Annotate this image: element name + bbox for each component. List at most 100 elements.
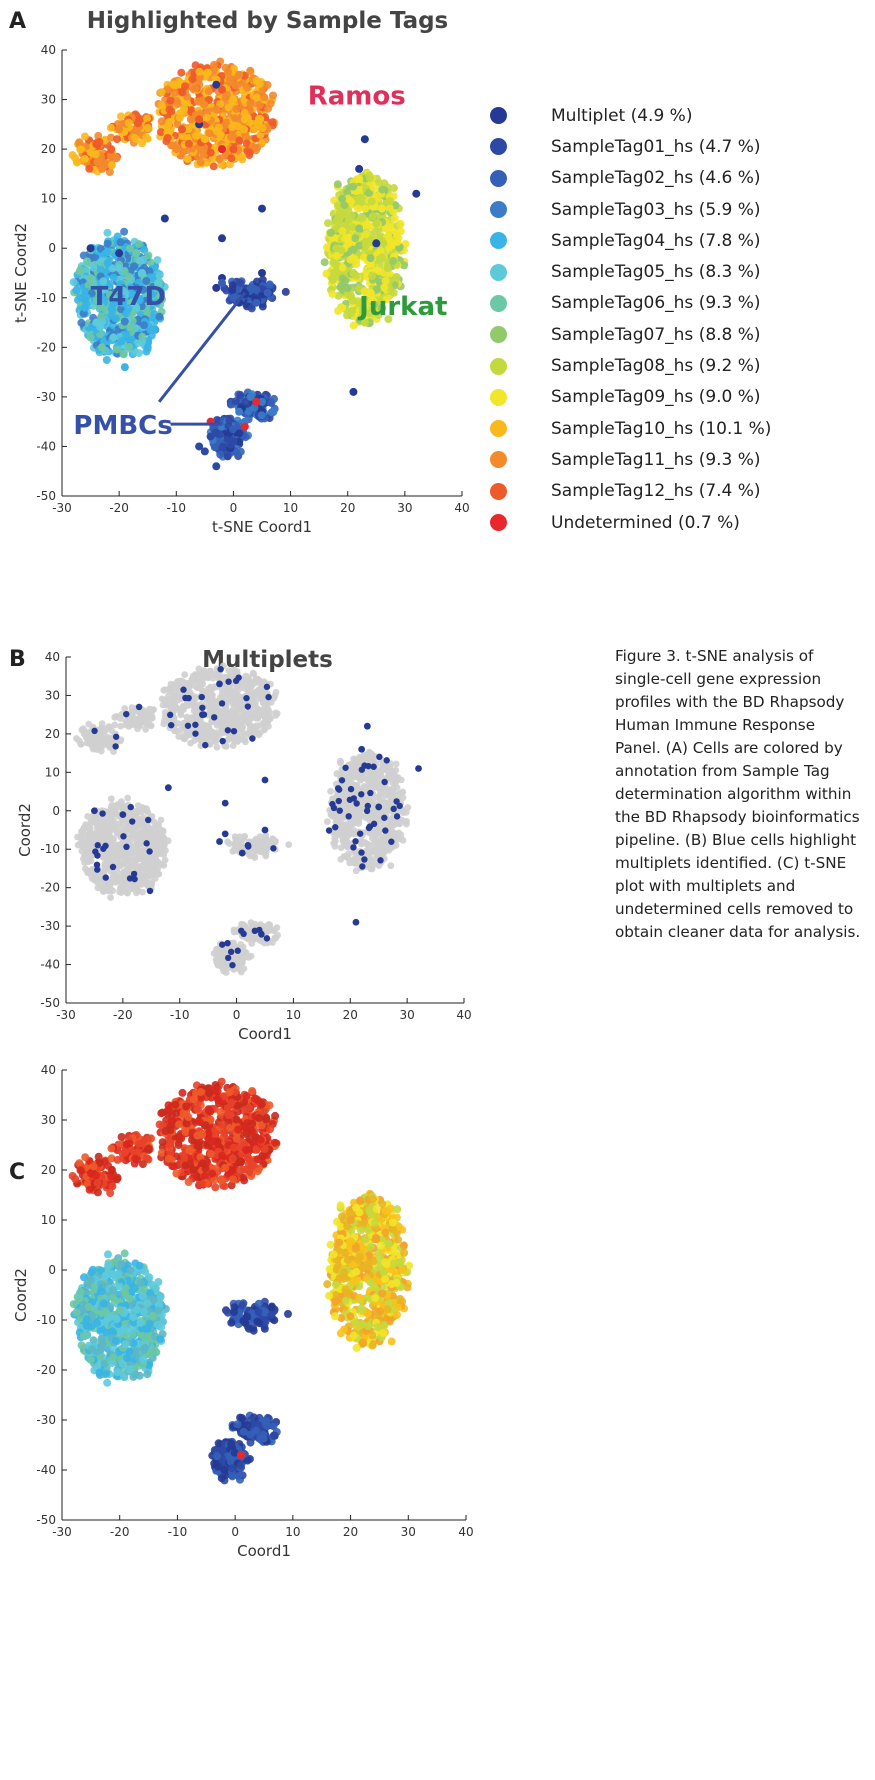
ramos-cell-dot [164,134,172,142]
cell-dot [353,867,360,874]
cell-dot [76,737,83,744]
series-point [184,155,192,163]
jurkat-cell-dot [329,276,337,284]
cell-dot [236,966,243,973]
series-point [378,205,386,213]
ramos-cell-dot [117,112,125,120]
series-point [355,224,363,232]
jurkat-cell-dot [329,259,337,267]
t47d-cell-dot [104,240,112,248]
legend-marker [490,170,507,187]
x-tick-label: -30 [52,501,72,515]
cell-dot [372,783,379,790]
t47d-cell-dot [77,266,85,274]
cell-dot [236,700,243,707]
jurkat-cell-dot [333,217,341,225]
x-tick-label: 20 [340,501,355,515]
ramos-cell-dot [269,118,277,126]
jurkat-cell-dot [389,257,397,265]
cell-dot [111,722,118,729]
cell-dot [332,832,339,839]
series-point [235,408,243,416]
legend-item: SampleTag11_hs (9.3 %) [490,444,771,475]
series-point [195,442,203,450]
t47d-cell-dot [110,274,118,282]
cell-dot [254,715,261,722]
series-point [212,105,220,113]
cluster-label-t47d: T47D [91,282,167,312]
cell-dot [208,671,215,678]
cell-dot [99,886,106,893]
ramos-cell-dot [158,117,166,125]
ramos-cell-dot [228,123,236,131]
t47d-cell-dot [125,273,133,281]
ramos-cell-dot [243,147,251,155]
t47d-cell-dot [70,278,78,286]
series-point [207,433,215,441]
legend-marker [490,107,507,124]
cell-dot [352,760,359,767]
cell-dot [389,771,396,778]
ramos-cell-dot [216,155,224,163]
cell-dot [114,830,121,837]
cell-dot [150,871,157,878]
cell-dot [142,726,149,733]
cell-dot [399,789,406,796]
x-tick-label: 10 [286,1008,301,1022]
series-point [367,254,375,262]
cell-dot [148,714,155,721]
cell-dot [403,821,410,828]
cell-dot [81,731,88,738]
cell-dot [209,686,216,693]
y-tick-label: -30 [40,919,60,933]
t47d-cell-dot [156,313,164,321]
cell-dot [108,795,115,802]
cell-dot [81,824,88,831]
jurkat-cell-dot [321,258,329,266]
jurkat-cell-dot [378,186,386,194]
jurkat-cell-dot [327,229,335,237]
cell-dot [174,680,181,687]
cell-dot [377,789,384,796]
legend-label: SampleTag03_hs (5.9 %) [551,200,761,220]
series-point [349,388,357,396]
series-point [247,284,255,292]
ramos-cell-dot [227,154,235,162]
ramos-cell-dot [232,105,240,113]
jurkat-cell-dot [345,216,353,224]
cell-dot [138,710,145,717]
series-point [87,244,95,252]
cell-dot [117,723,124,730]
cell-dot [204,696,211,703]
ramos-cell-dot [192,84,200,92]
cell-dot [98,748,105,755]
series-point [258,205,266,213]
cell-dot [117,845,124,852]
cell-dot [129,829,136,836]
jurkat-cell-dot [350,322,358,330]
t47d-cell-dot [104,229,112,237]
legend-item: SampleTag12_hs (7.4 %) [490,476,771,507]
x-tick-label: 0 [230,501,238,515]
cell-dot [96,735,103,742]
cell-dot [129,854,136,861]
cell-dot [160,828,167,835]
ramos-cell-dot [269,92,277,100]
legend-item: SampleTag10_hs (10.1 %) [490,413,771,444]
x-tick-label: 10 [283,501,298,515]
series-point [355,165,363,173]
cell-dot [139,889,146,896]
cell-dot [227,688,234,695]
cell-dot [256,840,263,847]
ramos-cell-dot [113,135,121,143]
cell-dot [357,777,364,784]
y-tick-label: 30 [41,93,56,107]
jurkat-cell-dot [369,212,377,220]
jurkat-cell-dot [368,272,376,280]
ramos-cell-dot [179,132,187,140]
jurkat-cell-dot [328,290,336,298]
ramos-cell-dot [131,134,139,142]
pbmc-cell-dot [258,411,266,419]
legend-item: SampleTag05_hs (8.3 %) [490,256,771,287]
jurkat-cell-dot [324,219,332,227]
